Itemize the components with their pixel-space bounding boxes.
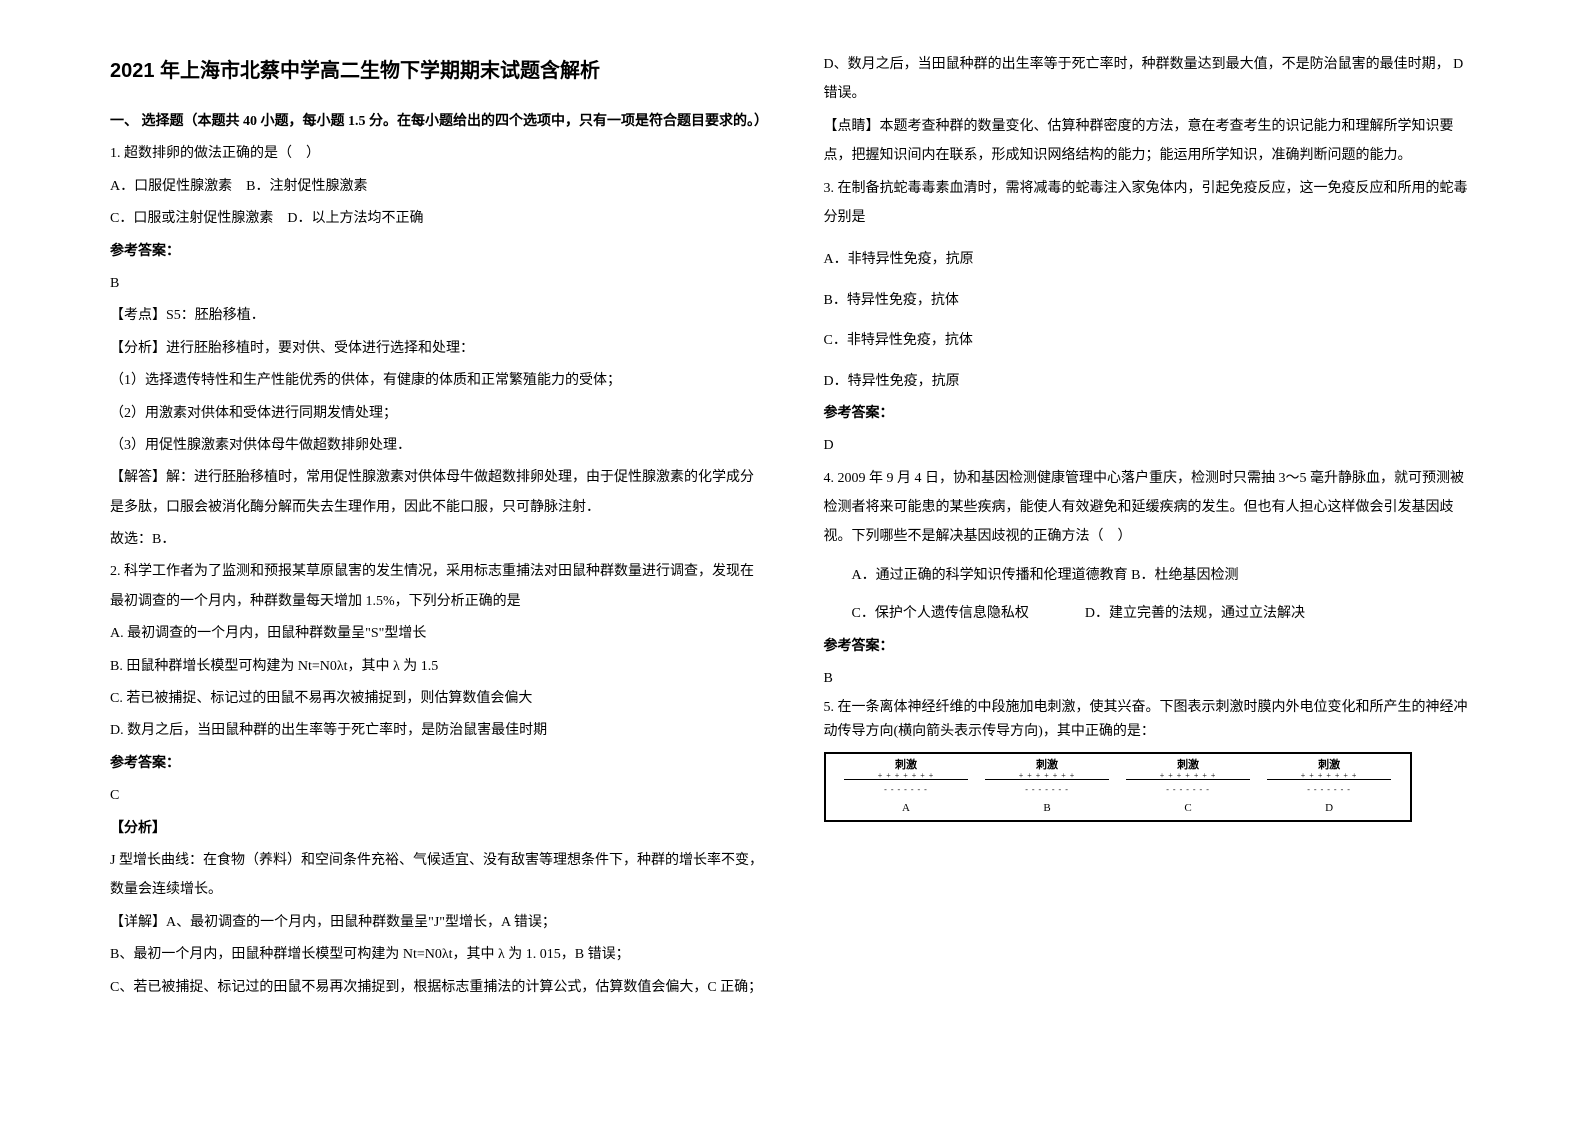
q5-diagram-d: 刺激 D — [1267, 754, 1391, 820]
q3-answer: D — [824, 431, 1478, 460]
q5-diagram-a: 刺激 A — [844, 754, 968, 820]
q1-kp: 【考点】S5：胚胎移植． — [110, 301, 764, 330]
q4-answer: B — [824, 664, 1478, 693]
q2-stem: 2. 科学工作者为了监测和预报某草原鼠害的发生情况，采用标志重捕法对田鼠种群数量… — [110, 557, 764, 616]
q4-optAB: A．通过正确的科学知识传播和伦理道德教育 B．杜绝基因检测 — [824, 561, 1478, 590]
q2-answer-label: 参考答案： — [110, 749, 764, 778]
q2-optB: B. 田鼠种群增长模型可构建为 Nt=N0λt，其中 λ 为 1.5 — [110, 652, 764, 681]
q2-answer: C — [110, 781, 764, 810]
q5-letter-b: B — [1043, 797, 1050, 820]
q1-solve2: 故选：B． — [110, 525, 764, 554]
q3-optA: A．非特异性免疫，抗原 — [824, 245, 1478, 274]
page-title: 2021 年上海市北蔡中学高二生物下学期期末试题含解析 — [110, 50, 764, 92]
q2-det4: D、数月之后，当田鼠种群的出生率等于死亡率时，种群数量达到最大值，不是防治鼠害的… — [824, 50, 1478, 109]
q2-tip: 【点睛】本题考查种群的数量变化、估算种群密度的方法，意在考查考生的识记能力和理解… — [824, 112, 1478, 171]
q2-optD: D. 数月之后，当田鼠种群的出生率等于死亡率时，是防治鼠害最佳时期 — [110, 716, 764, 745]
q3-optB: B．特异性免疫，抗体 — [824, 286, 1478, 315]
left-column: 2021 年上海市北蔡中学高二生物下学期期末试题含解析 一、 选择题（本题共 4… — [80, 50, 794, 1072]
q1-anal-label: 【分析】进行胚胎移植时，要对供、受体进行选择和处理： — [110, 334, 764, 363]
q3-answer-label: 参考答案： — [824, 399, 1478, 428]
q5-figure: 刺激 A 刺激 B 刺激 C 刺激 D — [824, 752, 1412, 822]
q5-letter-d: D — [1325, 797, 1333, 820]
q5-diagram-b: 刺激 B — [985, 754, 1109, 820]
q1-answer: B — [110, 269, 764, 298]
q3-stem: 3. 在制备抗蛇毒毒素血清时，需将减毒的蛇毒注入家兔体内，引起免疫反应，这一免疫… — [824, 174, 1478, 233]
q5-stem: 5. 在一条离体神经纤维的中段施加电刺激，使其兴奋。下图表示刺激时膜内外电位变化… — [824, 696, 1478, 744]
q1-answer-label: 参考答案： — [110, 237, 764, 266]
q2-optC: C. 若已被捕捉、标记过的田鼠不易再次被捕捉到，则估算数值会偏大 — [110, 684, 764, 713]
right-column: D、数月之后，当田鼠种群的出生率等于死亡率时，种群数量达到最大值，不是防治鼠害的… — [794, 50, 1508, 1072]
q2-det2: B、最初一个月内，田鼠种群增长模型可构建为 Nt=N0λt，其中 λ 为 1. … — [110, 940, 764, 969]
q4-answer-label: 参考答案： — [824, 632, 1478, 661]
q5-letter-c: C — [1184, 797, 1191, 820]
q1-optCD: C．口服或注射促性腺激素 D．以上方法均不正确 — [110, 204, 764, 233]
q1-anal2: （2）用激素对供体和受体进行同期发情处理； — [110, 399, 764, 428]
q4-optCD: C．保护个人遗传信息隐私权 D．建立完善的法规，通过立法解决 — [824, 599, 1478, 628]
q2-anal-label: 【分析】 — [110, 814, 764, 843]
q1-stem: 1. 超数排卵的做法正确的是（ ） — [110, 139, 764, 168]
q2-det1: 【详解】A、最初调查的一个月内，田鼠种群数量呈"J"型增长，A 错误； — [110, 908, 764, 937]
q5-letter-a: A — [902, 797, 910, 820]
q4-stem: 4. 2009 年 9 月 4 日，协和基因检测健康管理中心落户重庆，检测时只需… — [824, 464, 1478, 552]
section-header: 一、 选择题（本题共 40 小题，每小题 1.5 分。在每小题给出的四个选项中，… — [110, 107, 764, 136]
q2-optA: A. 最初调查的一个月内，田鼠种群数量呈"S"型增长 — [110, 619, 764, 648]
q3-optC: C．非特异性免疫，抗体 — [824, 326, 1478, 355]
q2-anal1: J 型增长曲线：在食物（养料）和空间条件充裕、气候适宜、没有敌害等理想条件下，种… — [110, 846, 764, 905]
q2-det3: C、若已被捕捉、标记过的田鼠不易再次捕捉到，根据标志重捕法的计算公式，估算数值会… — [110, 973, 764, 1002]
q3-optD: D．特异性免疫，抗原 — [824, 367, 1478, 396]
q5-diagram-c: 刺激 C — [1126, 754, 1250, 820]
q1-optAB: A．口服促性腺激素 B．注射促性腺激素 — [110, 172, 764, 201]
q1-anal1: （1）选择遗传特性和生产性能优秀的供体，有健康的体质和正常繁殖能力的受体； — [110, 366, 764, 395]
q1-anal3: （3）用促性腺激素对供体母牛做超数排卵处理． — [110, 431, 764, 460]
q1-solve1: 【解答】解：进行胚胎移植时，常用促性腺激素对供体母牛做超数排卵处理，由于促性腺激… — [110, 463, 764, 522]
